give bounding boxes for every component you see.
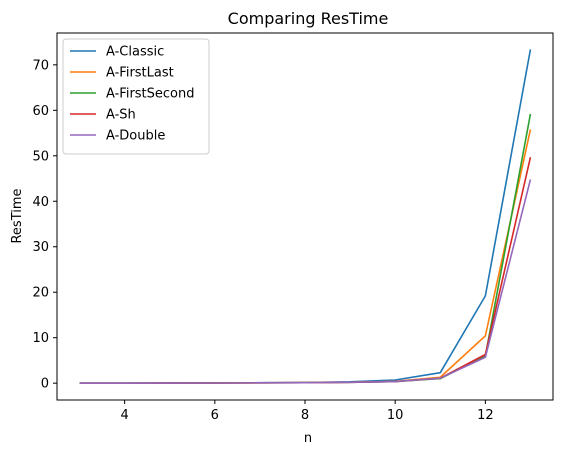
legend-entry: A-FirstSecond [106,87,195,102]
y-tick-label: 10 [32,331,49,346]
y-axis-label: ResTime [10,188,25,243]
x-tick-label: 8 [301,408,309,423]
chart-title: Comparing ResTime [228,9,389,28]
x-tick-label: 10 [387,408,404,423]
y-tick-label: 50 [32,149,49,164]
y-tick-label: 60 [32,104,49,119]
legend-entry: A-Double [106,129,165,144]
y-tick-label: 40 [32,195,49,210]
series-line-a-sh [79,156,532,384]
series-line-a-firstlast [79,129,532,384]
legend-entry: A-Classic [106,45,164,60]
y-axis: 0 10 20 30 40 50 60 70 [32,58,57,392]
y-tick-label: 0 [41,377,49,392]
legend-entry: A-FirstLast [106,66,174,81]
legend-entry: A-Sh [106,108,136,123]
series-line-a-double [79,179,532,384]
y-tick-label: 20 [32,286,49,301]
x-tick-label: 4 [120,408,128,423]
legend-box [62,38,210,155]
x-tick-label: 12 [477,408,494,423]
y-tick-label: 70 [32,58,49,73]
series-layer [79,49,532,384]
y-tick-label: 30 [32,240,49,255]
x-tick-label: 6 [211,408,219,423]
x-axis-label: n [304,431,312,446]
legend: A-Classic A-FirstLast A-FirstSecond A-Sh A-D… [62,38,210,155]
x-axis: 4 6 8 10 12 [120,400,494,423]
